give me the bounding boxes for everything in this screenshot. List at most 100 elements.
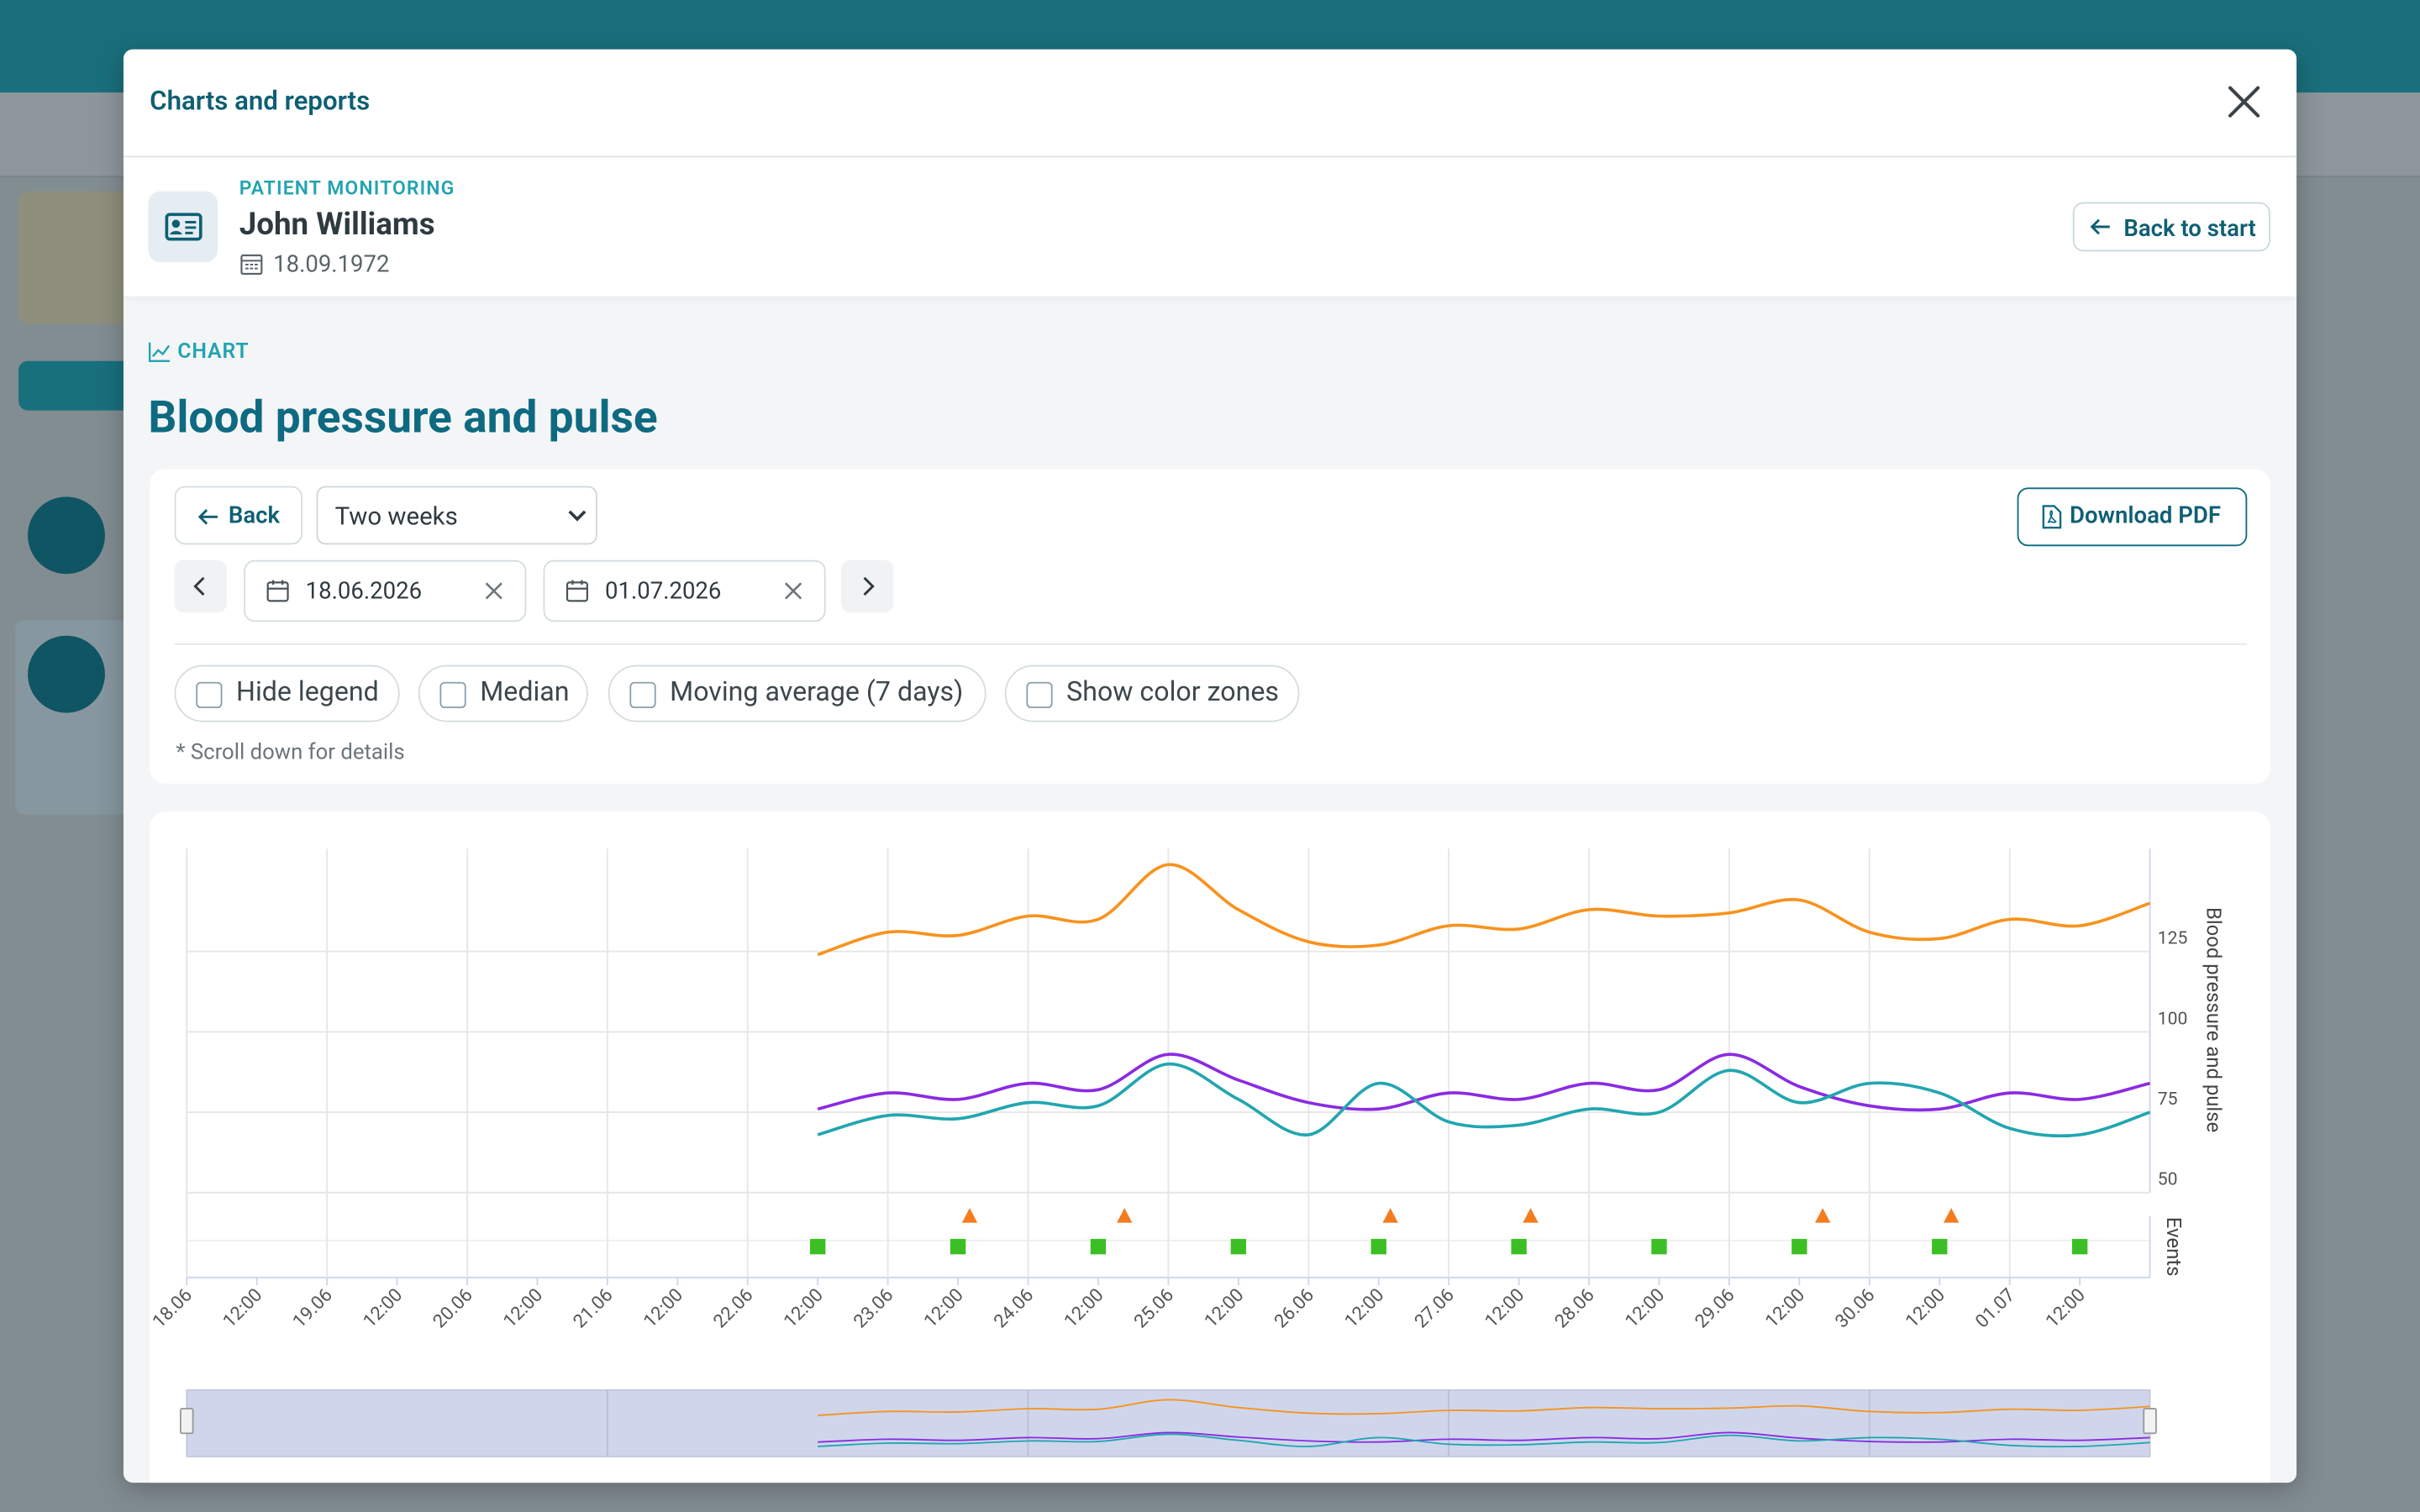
event-marker (1791, 1238, 1807, 1255)
download-pdf-button[interactable]: Download PDF (2017, 487, 2248, 547)
x-tick-label: 12:00 (1481, 1284, 1528, 1331)
patient-label: PATIENT MONITORING (239, 177, 455, 201)
background-avatar (28, 635, 105, 713)
option-checkbox[interactable]: Moving average (7 days) (608, 664, 986, 722)
x-tick-label: 21.06 (570, 1284, 618, 1332)
option-label: Moving average (7 days) (670, 677, 964, 709)
y-tick-label: 50 (2158, 1169, 2178, 1190)
button-label: Back to start (2123, 214, 2256, 243)
divider (174, 643, 2248, 645)
date-from[interactable]: 18.06.2026 (244, 559, 527, 622)
line-series (817, 863, 2151, 957)
x-tick-label: 28.06 (1551, 1284, 1599, 1332)
x-tick-label: 29.06 (1691, 1284, 1739, 1332)
x-tick-label: 12:00 (1902, 1284, 1949, 1331)
x-tick-label: 22.06 (710, 1284, 758, 1332)
x-tick-label: 12:00 (219, 1284, 266, 1331)
event-marker (810, 1238, 826, 1255)
x-tick-label: 20.06 (429, 1284, 477, 1332)
y-tick-label: 75 (2158, 1089, 2178, 1110)
x-tick-label: 30.06 (1832, 1284, 1880, 1332)
option-label: Hide legend (236, 677, 379, 709)
x-tick-label: 12:00 (1761, 1284, 1808, 1331)
navigator-series (818, 1399, 2150, 1416)
background-button (18, 360, 142, 411)
calendar-icon (240, 254, 263, 276)
line-series (817, 1053, 2150, 1112)
x-tick-label: 12:00 (500, 1284, 547, 1331)
plot-area: 50 75 100 125 18.06 12:00 19.06 12:00 20.06 12:00… (150, 848, 2226, 1457)
event-marker (1090, 1238, 1107, 1255)
event-marker (1117, 1208, 1133, 1223)
x-tick-label: 01.07 (1971, 1284, 2019, 1332)
option-checkbox[interactable]: Show color zones (1004, 664, 1300, 722)
period-select[interactable]: Two weeks (316, 486, 597, 545)
next-button[interactable] (841, 559, 894, 613)
navigator-window (186, 1389, 2151, 1457)
select-value: Two weeks (334, 501, 458, 531)
event-marker (1370, 1238, 1386, 1255)
section-label: CHART (177, 339, 250, 365)
y-tick-label: 125 (2158, 928, 2188, 949)
x-tick-label: 12:00 (1060, 1284, 1107, 1331)
x-tick-label: 26.06 (1270, 1284, 1318, 1332)
event-marker (1932, 1238, 1948, 1255)
navigator-series (818, 1433, 2150, 1448)
option-label: Show color zones (1066, 677, 1280, 709)
event-marker (2071, 1238, 2088, 1255)
x-tick-label: 12:00 (780, 1284, 827, 1331)
event-marker (1943, 1208, 1960, 1223)
event-marker (950, 1238, 966, 1255)
chart-icon (148, 342, 171, 362)
background-avatar (28, 496, 105, 575)
date-to[interactable]: 01.07.2026 (543, 559, 826, 622)
x-tick-label: 12:00 (920, 1284, 967, 1331)
modal-title: Charts and reports (150, 86, 371, 118)
note: * Scroll down for details (176, 740, 405, 766)
events-axis-title: Events (2162, 1217, 2186, 1277)
x-tick-label: 27.06 (1411, 1284, 1459, 1332)
x-tick-label: 12:00 (639, 1284, 687, 1331)
x-tick-label: 25.06 (1130, 1284, 1178, 1332)
event-marker (1511, 1238, 1527, 1255)
back-to-start-button[interactable]: Back to start (2072, 202, 2270, 252)
event-marker (1815, 1208, 1831, 1223)
x-tick-label: 12:00 (1622, 1284, 1669, 1331)
option-checkbox[interactable]: Hide legend (174, 664, 400, 722)
back-button[interactable]: Back (174, 486, 303, 545)
patient-name: John Williams (239, 205, 435, 243)
controls-panel: Back Two weeks Download PDF 18.06.2026 0… (150, 469, 2270, 785)
date-value: 01.07.2026 (605, 576, 722, 606)
patient-birth-date: 18.09.1972 (273, 249, 390, 278)
line-series (817, 1062, 2151, 1138)
section-title: Blood pressure and pulse (148, 391, 658, 444)
modal-header: Charts and reports (123, 49, 2297, 158)
x-tick-label: 12:00 (1341, 1284, 1388, 1331)
button-label: Back (228, 501, 281, 530)
x-tick-label: 19.06 (289, 1284, 337, 1332)
x-tick-label: 23.06 (850, 1284, 897, 1332)
y-tick-label: 100 (2158, 1008, 2188, 1029)
chart-card (150, 811, 2270, 1483)
y-axis-title: Blood pressure and pulse (2202, 907, 2226, 1132)
x-tick-label: 12:00 (2042, 1284, 2089, 1331)
date-value: 18.06.2026 (305, 576, 423, 606)
patient-icon (148, 191, 218, 263)
event-marker (1523, 1208, 1539, 1223)
option-checkbox[interactable]: Median (418, 664, 588, 722)
patient-panel: PATIENT MONITORING John Williams 18.09.1… (123, 157, 2297, 297)
close-button[interactable] (2226, 83, 2263, 120)
x-tick-label: 12:00 (1201, 1284, 1248, 1331)
x-tick-label: 12:00 (360, 1284, 407, 1331)
navigator-handle[interactable] (2143, 1408, 2157, 1435)
x-tick-label: 24.06 (990, 1284, 1038, 1332)
event-marker (1230, 1238, 1247, 1255)
navigator-series (818, 1431, 2150, 1443)
event-marker (1382, 1208, 1398, 1223)
previous-button[interactable] (174, 559, 228, 613)
navigator-handle[interactable] (179, 1408, 194, 1435)
option-label: Median (480, 677, 570, 709)
